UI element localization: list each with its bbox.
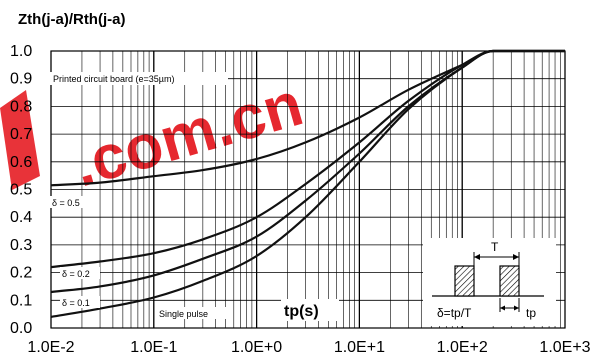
watermark: .com.cn xyxy=(66,70,310,201)
y-tick-label: 0.9 xyxy=(10,71,32,88)
T-arrow-head-left xyxy=(474,254,480,260)
x-tick-label: 1.0E-2 xyxy=(27,339,74,356)
label-delta-02: δ = 0.2 xyxy=(62,269,90,279)
y-tick-label: 0.0 xyxy=(10,320,32,337)
y-tick-label: 0.8 xyxy=(10,98,32,115)
y-tick-label: 1.0 xyxy=(10,43,32,60)
inset-box xyxy=(423,238,556,326)
pulse-1 xyxy=(454,265,475,297)
label-bg-single xyxy=(156,307,226,319)
series-line-3 xyxy=(50,49,565,318)
delta-formula: δ=tp/T xyxy=(437,306,472,320)
x-tick-label: 1.0E+3 xyxy=(539,339,590,356)
label-single-pulse: Single pulse xyxy=(159,309,208,319)
x-tick-label: 1.0E+2 xyxy=(437,339,488,356)
y-tick-label: 0.3 xyxy=(10,237,32,254)
y-tick-label: 0.5 xyxy=(10,182,32,199)
xlabel-bg xyxy=(281,299,339,321)
series-line-1 xyxy=(50,49,565,269)
y-tick-label: 0.6 xyxy=(10,154,32,171)
x-axis-label: tp(s) xyxy=(284,303,319,320)
ticks: 0.0 0.1 0.2 0.3 0.4 0.5 0.6 0.7 0.8 0.9 1.0 1.0E-2 1… xyxy=(10,43,591,356)
y-tick-label: 0.4 xyxy=(10,209,32,226)
grid xyxy=(50,50,566,329)
watermark-swoosh xyxy=(0,90,40,190)
curves xyxy=(50,49,565,318)
watermark-text: .com.cn xyxy=(66,70,310,201)
pulse-inset: T δ=tp/T tp xyxy=(423,238,556,326)
T-label: T xyxy=(491,240,499,254)
x-tick-label: 1.0E-1 xyxy=(130,339,177,356)
label-bg-d01 xyxy=(60,296,100,308)
label-delta-05: δ = 0.5 xyxy=(52,198,80,208)
y-tick-label: 0.7 xyxy=(10,126,32,143)
T-arrow-head-right xyxy=(513,254,519,260)
annotation-bg xyxy=(50,72,228,85)
chart-title: Zth(j-a)/Rth(j-a) xyxy=(18,11,125,28)
plot-frame xyxy=(50,50,566,329)
tp-arrow-head-right xyxy=(514,305,519,311)
tp-label: tp xyxy=(526,306,536,320)
x-tick-label: 1.0E+1 xyxy=(334,339,385,356)
label-bg-d05 xyxy=(50,196,94,208)
y-tick-label: 0.1 xyxy=(10,292,32,309)
label-delta-01: δ = 0.1 xyxy=(62,298,90,308)
annotation-text: Printed circuit board (e=35µm) xyxy=(53,74,175,84)
y-tick-label: 0.2 xyxy=(10,265,32,282)
pulse-2 xyxy=(499,265,520,297)
label-bg-d02 xyxy=(60,267,100,279)
x-tick-label: 1.0E+0 xyxy=(231,339,282,356)
tp-arrow-head-left xyxy=(500,305,505,311)
